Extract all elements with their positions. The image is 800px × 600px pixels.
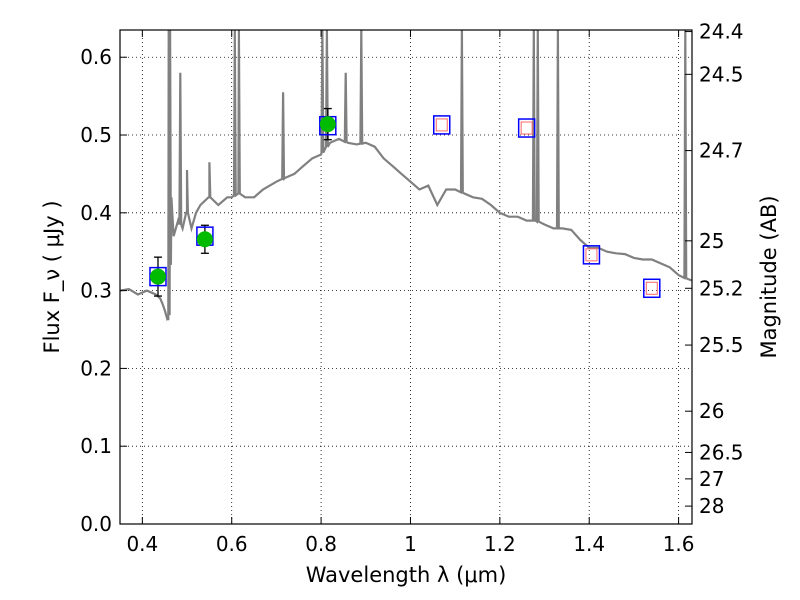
y-tick-label: 0.2: [80, 356, 112, 380]
x-axis-label: Wavelength λ (μm): [306, 563, 507, 587]
y-tick-labels: 0.0 0.1 0.2 0.3 0.4 0.5 0.6: [80, 45, 112, 536]
x-tick-label: 1.2: [484, 532, 516, 556]
green-point-marker: [319, 116, 336, 133]
y-tick-label: 0.0: [80, 512, 112, 536]
right-axis-label: Magnitude (AB): [757, 195, 781, 358]
right-tick-label: 24.4: [699, 20, 744, 44]
x-tick-label: 1.4: [573, 532, 605, 556]
right-tick-label: 24.5: [699, 62, 744, 86]
red-square-marker: [585, 248, 598, 262]
y-tick-label: 0.1: [80, 434, 112, 458]
y-tick-label: 0.4: [80, 201, 112, 225]
right-tick-label: 26: [699, 399, 724, 423]
x-tick-labels: 0.4 0.6 0.8 1 1.2 1.4 1.6: [126, 532, 694, 556]
blue-square-marker: [517, 118, 536, 138]
x-tick-label: 0.4: [126, 532, 158, 556]
right-tick-label: 25: [699, 229, 724, 253]
x-tick-label: 1.6: [663, 532, 695, 556]
y-tick-label: 0.5: [80, 123, 112, 147]
grid-lines: [120, 30, 692, 525]
blue-square-marker: [643, 278, 661, 299]
blue-square-marker: [582, 245, 601, 265]
x-tick-label: 0.8: [305, 532, 337, 556]
x-tick-label: 0.6: [216, 532, 248, 556]
right-tick-label: 25.2: [699, 276, 744, 300]
photometry-markers: [149, 107, 661, 299]
right-tick-label: 25.5: [699, 333, 744, 357]
red-square-marker: [645, 281, 658, 295]
red-square-marker: [435, 118, 448, 132]
y-axis-label: Flux F_ν ( μJy ): [40, 200, 65, 353]
x-tick-label: 1: [404, 532, 417, 556]
right-tick-label: 28: [699, 494, 724, 518]
right-tick-label: 27: [699, 467, 724, 491]
red-square-marker: [520, 121, 533, 135]
green-point-marker: [149, 268, 166, 285]
y-tick-label: 0.6: [80, 45, 112, 69]
plot-frame: [119, 29, 693, 525]
right-tick-labels: 24.4 24.5 24.7 25 25.2 25.5 26 26.5 27 28: [699, 20, 744, 519]
right-tick-label: 26.5: [699, 440, 744, 464]
green-point-marker: [196, 231, 213, 248]
spectrum-line: [120, 30, 692, 322]
blue-square-marker: [433, 115, 451, 135]
y-tick-label: 0.3: [80, 279, 112, 303]
right-tick-label: 24.7: [699, 139, 744, 163]
axis-ticks: [120, 30, 692, 525]
model-spectrum: [120, 30, 692, 322]
